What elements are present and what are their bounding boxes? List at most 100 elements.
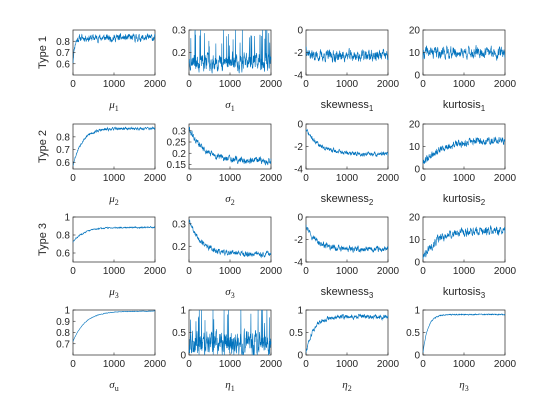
x-axis-label: η2 — [342, 379, 351, 393]
trace-line — [72, 310, 156, 342]
x-tick-label: 0 — [70, 359, 76, 370]
x-tick-label: 1000 — [453, 359, 476, 370]
x-tick-label: 2000 — [144, 79, 167, 90]
y-tick-label: 1 — [297, 306, 303, 317]
x-axis-label: skewness3 — [321, 286, 374, 300]
x-tick-label: 1000 — [219, 359, 242, 370]
x-tick-label: 1000 — [336, 359, 359, 370]
trace-line — [188, 219, 272, 259]
y-tick-label: 0.9 — [56, 317, 70, 328]
x-tick-label: 2000 — [377, 173, 400, 184]
y-tick-label: 0.8 — [56, 328, 70, 339]
y-tick-label: -4 — [294, 71, 303, 82]
subplot-10: 0 1000 2000 0.2 0.3 σ3 — [172, 216, 283, 300]
y-tick-label: 0.7 — [56, 48, 70, 59]
y-tick-label: 0.3 — [172, 126, 186, 137]
x-tick-label: 2000 — [260, 266, 283, 277]
y-tick-label: 0 — [297, 351, 303, 362]
subplot-1: 0 1000 2000 0.60.70.8 μ1 Type 1 — [37, 29, 167, 113]
subplot-7: 0 1000 2000 -4 -2 0 skewness2 — [294, 120, 399, 208]
x-tick-label: 2000 — [377, 359, 400, 370]
y-tick-label: 0.8 — [56, 132, 70, 143]
x-tick-label: 1000 — [336, 266, 359, 277]
y-tick-label: 0.2 — [172, 48, 186, 59]
trace-line — [305, 46, 389, 63]
plot-frame — [188, 29, 272, 76]
plot-frame — [188, 309, 272, 356]
y-tick-label: 0.25 — [167, 138, 187, 149]
subplot-9: 0 1000 2000 0.6 0.8 1 μ3 Type 3 — [37, 213, 167, 301]
x-tick-label: 2000 — [260, 173, 283, 184]
x-tick-label: 0 — [70, 173, 76, 184]
y-tick-label: 0 — [297, 213, 303, 224]
y-tick-label: 10 — [409, 48, 421, 59]
trace-line — [188, 309, 272, 356]
trace-line — [72, 32, 156, 63]
x-axis-label: σu — [109, 379, 118, 393]
y-tick-label: 0.3 — [172, 26, 186, 37]
subplot-12: 0 1000 2000 0 10 20 kurtosis3 — [409, 213, 517, 301]
x-tick-label: 0 — [186, 173, 192, 184]
x-tick-label: 0 — [303, 266, 309, 277]
y-tick-label: 0 — [414, 71, 420, 82]
y-tick-label: -2 — [294, 235, 303, 246]
x-axis-label: η1 — [225, 379, 234, 393]
trace-line — [305, 128, 389, 157]
y-tick-label: 20 — [409, 120, 421, 131]
trace-line — [72, 225, 156, 243]
subplot-15: 0 1000 2000 0 0.5 1 η2 — [289, 306, 399, 394]
y-tick-label: -4 — [294, 258, 303, 269]
x-tick-label: 1000 — [219, 173, 242, 184]
x-tick-label: 0 — [70, 79, 76, 90]
x-tick-label: 2000 — [144, 359, 167, 370]
x-tick-label: 2000 — [144, 266, 167, 277]
x-tick-label: 1000 — [453, 79, 476, 90]
x-tick-label: 1000 — [453, 266, 476, 277]
y-tick-label: 0 — [297, 120, 303, 131]
y-tick-label: 0.2 — [172, 242, 186, 253]
subplot-11: 0 1000 2000 -4 -2 0 skewness3 — [294, 213, 399, 301]
y-tick-label: -4 — [294, 165, 303, 176]
x-tick-label: 0 — [303, 359, 309, 370]
trace-line — [422, 45, 506, 61]
plot-frame — [188, 123, 272, 170]
x-tick-label: 1000 — [103, 359, 126, 370]
y-tick-label: 0 — [414, 165, 420, 176]
subplot-13: 0 1000 2000 0.70.80.91 σu — [56, 306, 166, 394]
x-tick-label: 2000 — [494, 79, 517, 90]
x-tick-label: 0 — [420, 79, 426, 90]
x-axis-label: skewness2 — [321, 193, 374, 207]
x-tick-label: 1000 — [103, 266, 126, 277]
x-tick-label: 2000 — [260, 79, 283, 90]
x-tick-label: 2000 — [144, 173, 167, 184]
subplot-5: 0 1000 2000 0.6 0.7 0.8 μ2 Type 2 — [37, 123, 167, 207]
x-tick-label: 2000 — [377, 79, 400, 90]
y-tick-label: 1 — [64, 306, 70, 317]
x-tick-label: 2000 — [260, 359, 283, 370]
x-tick-label: 0 — [186, 266, 192, 277]
y-tick-label: 0 — [414, 258, 420, 269]
y-tick-label: 0.5 — [289, 328, 303, 339]
x-tick-label: 0 — [70, 266, 76, 277]
trace-line — [422, 313, 506, 353]
x-axis-label: μ1 — [108, 99, 119, 113]
plot-frame — [305, 309, 389, 356]
y-tick-label: -2 — [294, 142, 303, 153]
y-tick-label: 0.5 — [172, 328, 186, 339]
y-tick-label: 0.8 — [56, 37, 70, 48]
y-tick-label: 0.5 — [406, 328, 420, 339]
y-tick-label: 0.7 — [56, 339, 70, 350]
subplot-3: 0 1000 2000 -4 -2 0 skewness1 — [294, 26, 399, 114]
x-axis-label: σ1 — [225, 99, 234, 113]
subplot-2: 0 1000 2000 0.2 0.3 σ1 — [172, 26, 282, 114]
x-tick-label: 2000 — [494, 359, 517, 370]
y-tick-label: 0.6 — [56, 59, 70, 70]
y-tick-label: 0 — [414, 351, 420, 362]
y-tick-label: 20 — [409, 213, 421, 224]
trace-line — [188, 126, 272, 166]
x-tick-label: 0 — [420, 359, 426, 370]
plot-frame — [72, 123, 156, 170]
x-tick-label: 0 — [420, 266, 426, 277]
trace-line — [188, 29, 272, 74]
